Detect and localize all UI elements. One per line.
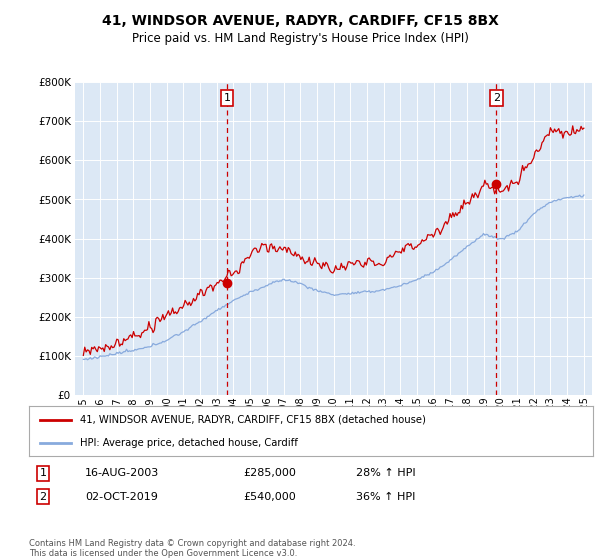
Text: HPI: Average price, detached house, Cardiff: HPI: Average price, detached house, Card… (80, 438, 298, 448)
Text: Price paid vs. HM Land Registry's House Price Index (HPI): Price paid vs. HM Land Registry's House … (131, 32, 469, 45)
Text: Contains HM Land Registry data © Crown copyright and database right 2024.
This d: Contains HM Land Registry data © Crown c… (29, 539, 355, 558)
Text: 41, WINDSOR AVENUE, RADYR, CARDIFF, CF15 8BX: 41, WINDSOR AVENUE, RADYR, CARDIFF, CF15… (101, 14, 499, 28)
Text: 36% ↑ HPI: 36% ↑ HPI (356, 492, 415, 502)
Text: 02-OCT-2019: 02-OCT-2019 (85, 492, 158, 502)
Text: £540,000: £540,000 (243, 492, 296, 502)
Text: 41, WINDSOR AVENUE, RADYR, CARDIFF, CF15 8BX (detached house): 41, WINDSOR AVENUE, RADYR, CARDIFF, CF15… (80, 414, 425, 424)
Text: £285,000: £285,000 (243, 468, 296, 478)
Text: 2: 2 (40, 492, 46, 502)
Text: 16-AUG-2003: 16-AUG-2003 (85, 468, 160, 478)
Text: 2: 2 (493, 93, 500, 103)
Text: 1: 1 (224, 93, 230, 103)
Text: 28% ↑ HPI: 28% ↑ HPI (356, 468, 416, 478)
Text: 1: 1 (40, 468, 46, 478)
